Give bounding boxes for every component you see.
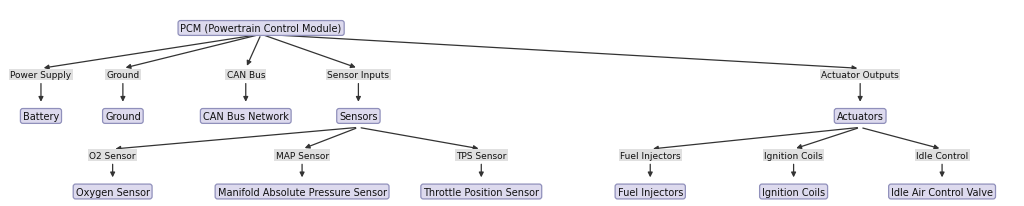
Text: CAN Bus Network: CAN Bus Network <box>203 111 289 121</box>
Text: Throttle Position Sensor: Throttle Position Sensor <box>423 187 540 197</box>
Text: Power Supply: Power Supply <box>10 71 72 80</box>
Text: Idle Control: Idle Control <box>915 151 969 160</box>
Text: Ground: Ground <box>106 71 139 80</box>
Text: Oxygen Sensor: Oxygen Sensor <box>76 187 150 197</box>
Text: Actuators: Actuators <box>837 111 884 121</box>
Text: Ground: Ground <box>105 111 140 121</box>
Text: Actuator Outputs: Actuator Outputs <box>821 71 899 80</box>
Text: Sensors: Sensors <box>339 111 378 121</box>
Text: Idle Air Control Valve: Idle Air Control Valve <box>891 187 993 197</box>
Text: O2 Sensor: O2 Sensor <box>89 151 136 160</box>
Text: Fuel Injectors: Fuel Injectors <box>617 187 683 197</box>
Text: Fuel Injectors: Fuel Injectors <box>620 151 681 160</box>
Text: CAN Bus: CAN Bus <box>226 71 265 80</box>
Text: PCM (Powertrain Control Module): PCM (Powertrain Control Module) <box>180 24 342 34</box>
Text: Ignition Coils: Ignition Coils <box>764 151 823 160</box>
Text: Ignition Coils: Ignition Coils <box>762 187 825 197</box>
Text: TPS Sensor: TPS Sensor <box>456 151 507 160</box>
Text: Manifold Absolute Pressure Sensor: Manifold Absolute Pressure Sensor <box>217 187 387 197</box>
Text: Sensor Inputs: Sensor Inputs <box>328 71 389 80</box>
Text: Battery: Battery <box>23 111 59 121</box>
Text: MAP Sensor: MAP Sensor <box>275 151 329 160</box>
